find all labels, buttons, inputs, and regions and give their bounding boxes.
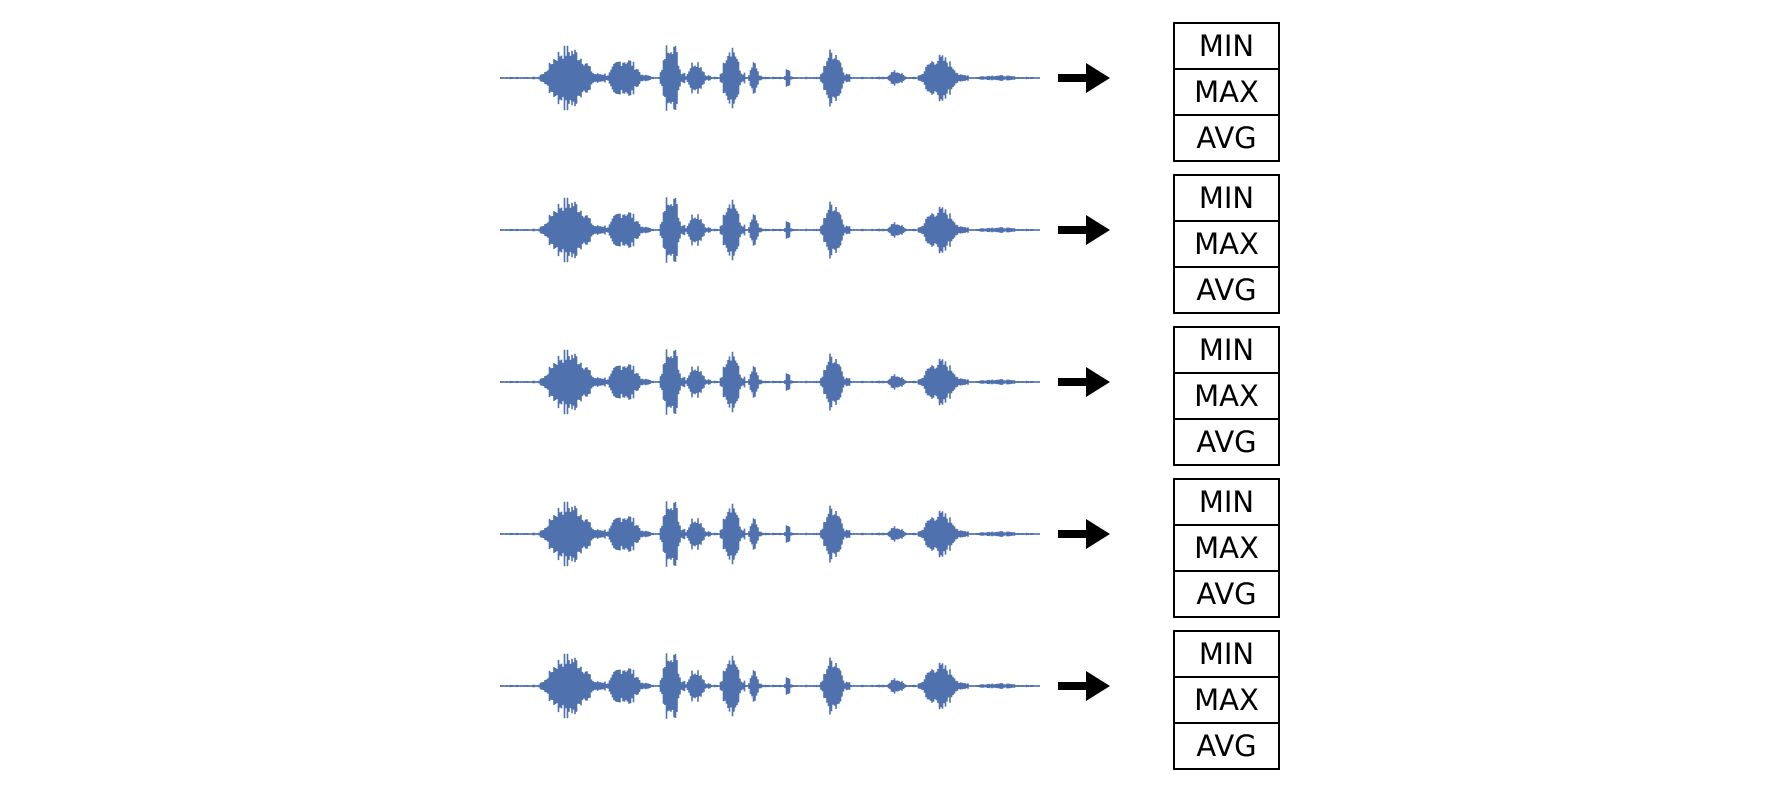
stat-avg-label: AVG xyxy=(1196,425,1257,459)
pipeline-row: MIN MAX AVG xyxy=(0,174,1780,314)
audio-waveform-icon xyxy=(500,197,1040,263)
stat-max-label: MAX xyxy=(1175,678,1278,724)
right-arrow-icon xyxy=(1058,367,1110,397)
right-arrow-icon xyxy=(1058,63,1110,93)
stat-min-label: MIN xyxy=(1175,632,1278,678)
stat-avg-label: AVG xyxy=(1196,121,1257,155)
audio-waveform-icon xyxy=(500,45,1040,111)
audio-waveform-icon xyxy=(500,653,1040,719)
stats-box: MIN MAX AVG xyxy=(1173,478,1280,618)
stat-avg-label: AVG xyxy=(1196,273,1257,307)
right-arrow-icon xyxy=(1058,671,1110,701)
pipeline-row: MIN MAX AVG xyxy=(0,22,1780,162)
stat-max-label: MAX xyxy=(1175,374,1278,420)
stat-avg-label: AVG xyxy=(1196,577,1257,611)
right-arrow-icon xyxy=(1058,215,1110,245)
stats-box: MIN MAX AVG xyxy=(1173,22,1280,162)
stat-max-label: MAX xyxy=(1175,526,1278,572)
stat-min-label: MIN xyxy=(1175,480,1278,526)
stat-max-label: MAX xyxy=(1175,222,1278,268)
right-arrow-icon xyxy=(1058,519,1110,549)
stats-box: MIN MAX AVG xyxy=(1173,630,1280,770)
stat-min-label: MIN xyxy=(1175,24,1278,70)
stat-avg-label: AVG xyxy=(1196,729,1257,763)
audio-waveform-icon xyxy=(500,349,1040,415)
audio-waveform-icon xyxy=(500,501,1040,567)
pipeline-row: MIN MAX AVG xyxy=(0,326,1780,466)
stats-box: MIN MAX AVG xyxy=(1173,326,1280,466)
stat-max-label: MAX xyxy=(1175,70,1278,116)
pipeline-row: MIN MAX AVG xyxy=(0,478,1780,618)
stat-min-label: MIN xyxy=(1175,328,1278,374)
stats-box: MIN MAX AVG xyxy=(1173,174,1280,314)
pipeline-row: MIN MAX AVG xyxy=(0,630,1780,770)
stat-min-label: MIN xyxy=(1175,176,1278,222)
